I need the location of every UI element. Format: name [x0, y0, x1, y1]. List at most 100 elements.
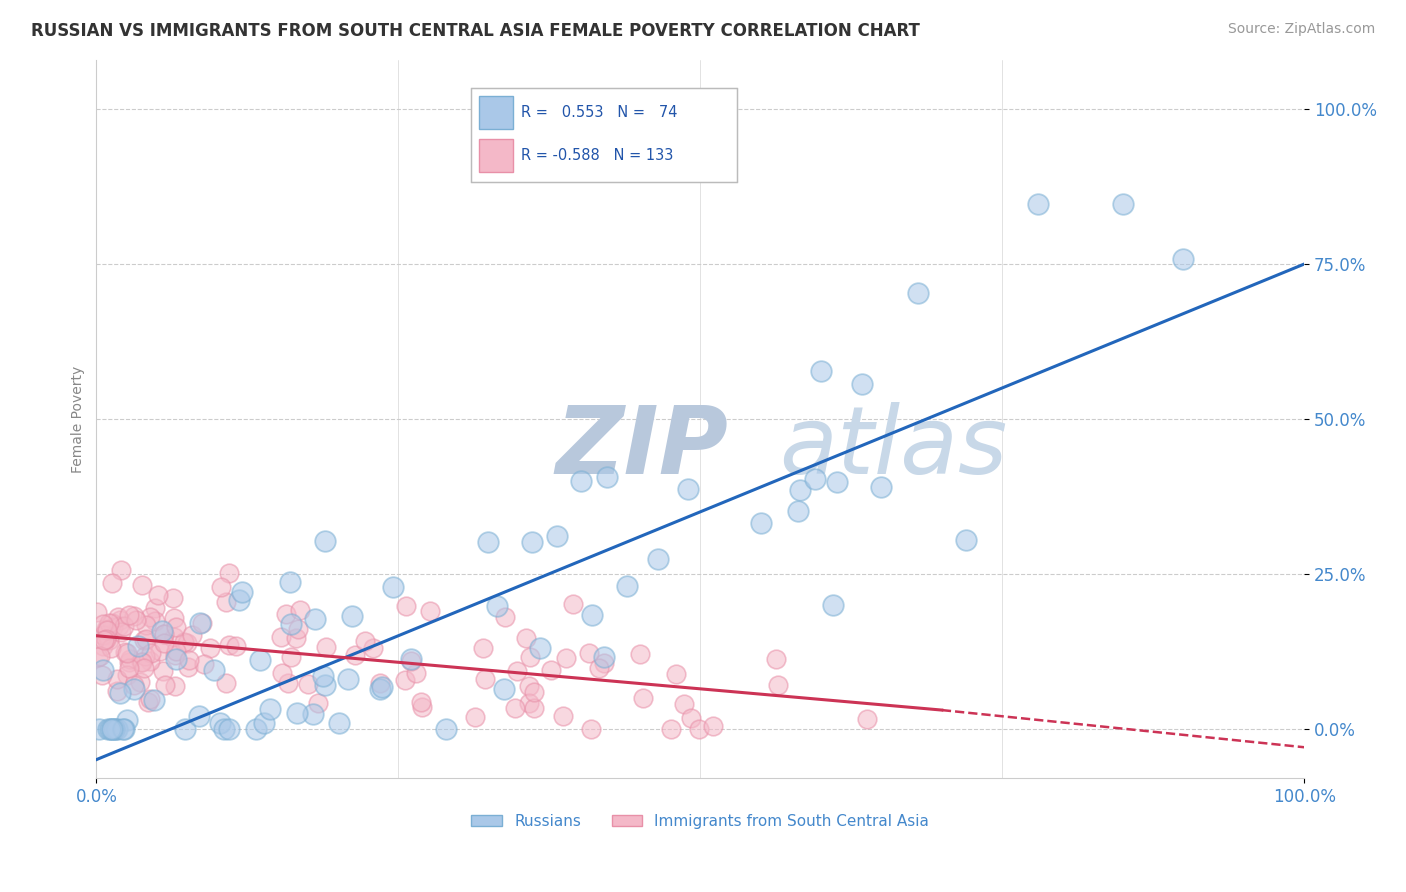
Point [125, 613, 148, 627]
Point [647, 551, 669, 566]
Point [108, 613, 131, 627]
Point [135, 632, 157, 646]
Point [96, 623, 118, 637]
Point [630, 648, 652, 662]
Point [163, 648, 186, 662]
Point [789, 483, 811, 498]
Point [688, 722, 710, 736]
Point [162, 591, 184, 606]
Point [87, 650, 110, 665]
Point [132, 661, 155, 675]
Point [98, 632, 121, 647]
Point [111, 722, 134, 736]
Point [96, 628, 118, 642]
Text: Source: ZipAtlas.com: Source: ZipAtlas.com [1227, 22, 1375, 37]
Point [100, 640, 122, 655]
Point [134, 633, 156, 648]
Point [551, 708, 574, 723]
Point [146, 588, 169, 602]
Point [188, 709, 211, 723]
Point [616, 579, 638, 593]
Point [115, 646, 138, 660]
Point [118, 652, 141, 666]
Point [870, 480, 893, 494]
Point [96, 622, 118, 636]
Point [540, 663, 562, 677]
Point [127, 640, 149, 654]
Point [672, 697, 695, 711]
Point [382, 580, 405, 594]
Point [153, 627, 176, 641]
Point [93, 639, 115, 653]
Point [163, 611, 186, 625]
Point [1028, 197, 1050, 211]
Point [274, 607, 297, 621]
Point [114, 645, 136, 659]
Point [107, 722, 129, 736]
Point [202, 663, 225, 677]
Point [110, 564, 132, 578]
Point [405, 665, 427, 680]
Point [150, 624, 173, 639]
Point [676, 482, 699, 496]
Point [593, 656, 616, 670]
Point [143, 693, 166, 707]
Point [98, 722, 121, 736]
Point [215, 676, 238, 690]
Point [91, 668, 114, 682]
Point [515, 631, 537, 645]
Point [174, 722, 197, 736]
Point [394, 673, 416, 688]
Point [112, 722, 135, 736]
Point [165, 644, 187, 658]
Point [579, 722, 602, 736]
Point [311, 669, 333, 683]
Point [93, 633, 115, 648]
Point [176, 636, 198, 650]
Point [766, 678, 789, 692]
Point [856, 712, 879, 726]
Point [337, 672, 360, 686]
Point [523, 685, 546, 699]
Point [107, 619, 129, 633]
Point [177, 653, 200, 667]
Point [297, 677, 319, 691]
Point [101, 575, 124, 590]
Point [149, 644, 172, 658]
Point [134, 648, 156, 663]
Point [101, 620, 124, 634]
Point [249, 653, 271, 667]
Point [546, 528, 568, 542]
Point [955, 533, 977, 548]
Point [209, 715, 232, 730]
Point [271, 666, 294, 681]
Point [209, 581, 232, 595]
Point [633, 691, 655, 706]
Point [98, 616, 121, 631]
Point [122, 678, 145, 692]
Point [193, 657, 215, 671]
Point [285, 706, 308, 720]
Point [131, 578, 153, 592]
Point [665, 667, 688, 681]
Point [115, 668, 138, 682]
Point [506, 664, 529, 678]
Point [198, 640, 221, 655]
Point [787, 503, 810, 517]
Point [143, 601, 166, 615]
Point [139, 692, 162, 706]
Point [91, 617, 114, 632]
Point [821, 598, 844, 612]
Point [399, 651, 422, 665]
Point [1173, 252, 1195, 266]
Point [523, 701, 546, 715]
Point [561, 597, 583, 611]
Point [104, 722, 127, 736]
Point [520, 535, 543, 549]
Point [173, 635, 195, 649]
Point [314, 678, 336, 692]
Point [315, 640, 337, 655]
Point [399, 655, 422, 669]
Point [596, 470, 619, 484]
Point [277, 676, 299, 690]
